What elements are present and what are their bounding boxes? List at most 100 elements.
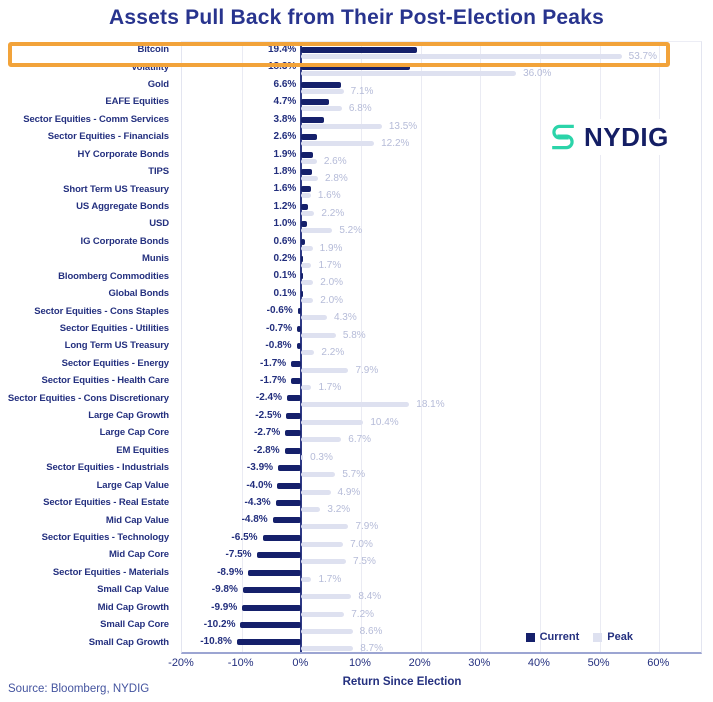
chart-title: Assets Pull Back from Their Post-Electio… <box>109 6 604 29</box>
peak-value-label: 2.6% <box>323 155 347 167</box>
bar-row: 18.3% 36.0% <box>182 59 701 79</box>
current-bar <box>242 587 302 594</box>
peak-value-label: 12.2% <box>381 138 410 150</box>
current-value-label: -10.2% <box>203 618 236 630</box>
current-bar <box>301 186 311 193</box>
x-tick-label: 60% <box>647 657 670 669</box>
bar-row: -8.9% 1.7% <box>182 565 701 585</box>
bar-row: -2.4% 18.1% <box>182 390 701 410</box>
current-bar <box>301 290 303 297</box>
bar-row: -7.5% 7.5% <box>182 547 701 567</box>
bar-row: -0.7% 5.8% <box>182 321 701 341</box>
peak-value-label: 10.4% <box>370 416 399 428</box>
peak-bar <box>301 228 333 234</box>
peak-value-label: 6.8% <box>348 103 372 115</box>
category-label: Sector Equities - Cons Staples <box>34 305 169 317</box>
category-label: Sector Equities - Comm Services <box>23 113 169 125</box>
gridline <box>241 42 243 652</box>
current-bar <box>301 273 303 280</box>
current-value-label: -0.8% <box>265 340 292 352</box>
peak-bar <box>301 402 410 408</box>
legend-swatch-current-icon <box>525 632 535 642</box>
peak-value-label: 5.8% <box>342 329 366 341</box>
bar-row: -10.8% 8.7% <box>182 634 701 654</box>
x-tick-label: 40% <box>527 657 550 669</box>
bar-row: -0.6% 4.3% <box>182 303 701 323</box>
peak-bar <box>301 541 344 547</box>
current-bar <box>301 168 313 175</box>
peak-bar <box>301 350 315 356</box>
peak-value-label: 2.2% <box>321 347 345 359</box>
current-value-label: -2.5% <box>255 409 282 421</box>
legend-item-current: Current <box>525 631 579 643</box>
bar-row: -1.7% 1.7% <box>182 373 701 394</box>
current-value-label: -10.8% <box>200 636 232 648</box>
current-value-label: 0.1% <box>273 287 297 299</box>
current-bar <box>301 203 309 210</box>
peak-value-label: 1.6% <box>317 190 341 202</box>
category-label: Large Cap Growth <box>88 410 169 422</box>
current-bar <box>301 64 411 71</box>
peak-value-label: 6.7% <box>348 434 372 446</box>
current-bar <box>277 482 302 489</box>
category-axis: Bitcoin Volatility Gold EAFE Equities Sector… <box>0 41 176 651</box>
gridline <box>480 42 482 652</box>
category-label: Small Cap Value <box>97 584 169 596</box>
category-label: Global Bonds <box>108 288 169 300</box>
category-label: Sector Equities - Health Care <box>41 375 170 387</box>
peak-bar <box>301 88 344 94</box>
category-label: Sector Equities - Industrials <box>46 462 169 474</box>
peak-value-label: 5.2% <box>339 225 363 237</box>
bar-row: 0.1% 2.0% <box>182 286 701 306</box>
peak-bar <box>301 123 382 129</box>
peak-value-label: 2.0% <box>320 277 344 289</box>
peak-bar <box>301 489 331 495</box>
current-value-label: 0.2% <box>273 253 297 265</box>
current-value-label: -1.7% <box>260 357 287 369</box>
source-note: Source: Bloomberg, NYDIG <box>8 683 150 695</box>
gridline <box>599 42 601 652</box>
peak-value-label: 2.8% <box>325 172 348 184</box>
peak-value-label: 0.3% <box>310 451 333 463</box>
current-value-label: 0.6% <box>273 235 297 247</box>
current-bar <box>236 639 302 646</box>
bar-row: -2.8% 0.3% <box>182 443 701 463</box>
peak-bar <box>301 332 336 338</box>
peak-value-label: 1.7% <box>318 382 342 394</box>
peak-bar <box>301 437 342 443</box>
nydig-logo: NYDIG <box>543 119 673 155</box>
current-bar <box>301 256 303 263</box>
bar-row: 1.2% 2.2% <box>182 199 701 219</box>
category-label: TIPS <box>148 166 169 178</box>
current-bar <box>297 325 302 332</box>
peak-bar <box>301 193 311 199</box>
current-value-label: 0.1% <box>273 270 297 282</box>
category-label: Sector Equities - Materials <box>52 566 169 578</box>
category-label: Sector Equities - Energy <box>61 357 170 369</box>
bar-row: -2.5% 10.4% <box>182 408 701 428</box>
bar-row: -0.8% 2.2% <box>182 338 701 359</box>
x-tick-label: 0% <box>292 657 309 669</box>
current-value-label: -6.5% <box>231 531 258 543</box>
bar-row: 4.7% 6.8% <box>182 94 701 115</box>
bar-row: 19.4% 53.7% <box>182 42 701 62</box>
category-label: Short Term US Treasury <box>63 183 169 195</box>
x-axis-ticks: -20% -10% 0% 10% 20% 30% 40% 50% 60% <box>168 657 700 671</box>
category-label: IG Corporate Bonds <box>80 235 170 247</box>
bar-row: 0.2% 1.7% <box>182 251 701 271</box>
bars-layer: 19.4% 53.7% 18.3% 36.0% 6.6% 7.1% 4.7% 6.8% 3.8%… <box>182 42 701 654</box>
current-value-label: 1.8% <box>273 165 297 177</box>
x-tick-label: -10% <box>227 657 254 669</box>
peak-bar <box>301 611 345 617</box>
peak-bar <box>301 71 517 77</box>
category-label: Mid Cap Growth <box>97 601 170 613</box>
gridline <box>539 42 541 652</box>
current-value-label: 3.8% <box>273 113 297 125</box>
current-bar <box>240 621 302 628</box>
peak-bar <box>301 315 327 321</box>
legend: Current Peak <box>525 631 633 643</box>
peak-bar <box>301 106 342 112</box>
current-value-label: -7.5% <box>225 549 252 561</box>
bar-row: 0.6% 1.9% <box>182 234 701 254</box>
